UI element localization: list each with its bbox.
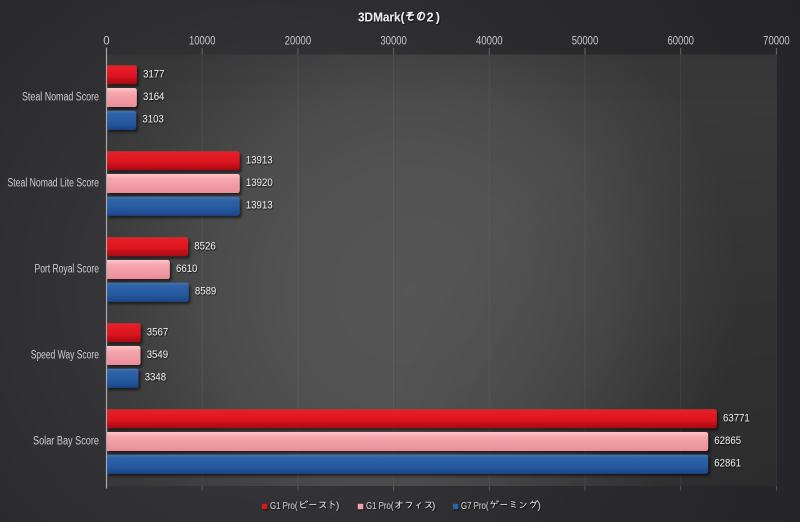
- svg-text:13920: 13920: [246, 177, 273, 189]
- svg-text:3177: 3177: [143, 68, 164, 80]
- svg-text:62861: 62861: [714, 458, 741, 470]
- svg-text:): ): [336, 501, 339, 512]
- svg-text:13913: 13913: [246, 154, 273, 166]
- svg-text:63771: 63771: [723, 412, 750, 424]
- svg-text:3348: 3348: [145, 372, 166, 384]
- svg-text:Steal Nomad Score: Steal Nomad Score: [22, 91, 99, 103]
- svg-text:10000: 10000: [189, 36, 216, 48]
- svg-text:Speed Way Score: Speed Way Score: [31, 349, 99, 361]
- svg-text:): ): [432, 501, 435, 512]
- svg-text:Solar Bay Score: Solar Bay Score: [33, 435, 99, 447]
- svg-text:70000: 70000: [763, 36, 790, 48]
- svg-text:3549: 3549: [147, 349, 168, 361]
- svg-text:): ): [436, 11, 440, 25]
- svg-text:8589: 8589: [195, 286, 216, 298]
- svg-text:20000: 20000: [285, 36, 312, 48]
- svg-text:3DMark(: 3DMark(: [358, 11, 405, 25]
- svg-text:50000: 50000: [572, 36, 599, 48]
- svg-text:60000: 60000: [667, 36, 694, 48]
- svg-text:Port Royal Score: Port Royal Score: [35, 263, 100, 275]
- svg-text:6610: 6610: [176, 263, 197, 275]
- svg-text:G7 Pro(: G7 Pro(: [461, 501, 489, 512]
- svg-text:3103: 3103: [142, 114, 163, 126]
- svg-text:30000: 30000: [380, 36, 407, 48]
- svg-text:2: 2: [427, 11, 434, 25]
- svg-text:3164: 3164: [143, 91, 164, 103]
- svg-text:13913: 13913: [246, 200, 273, 212]
- svg-text:62865: 62865: [714, 435, 741, 447]
- svg-text:8526: 8526: [194, 240, 215, 252]
- svg-text:Steal Nomad Lite Score: Steal Nomad Lite Score: [8, 177, 100, 189]
- svg-text:G1 Pro(: G1 Pro(: [270, 501, 298, 512]
- svg-text:): ): [538, 501, 541, 512]
- svg-text:3567: 3567: [147, 326, 168, 338]
- svg-text:G1 Pro(: G1 Pro(: [366, 501, 394, 512]
- svg-text:0: 0: [103, 36, 109, 48]
- svg-text:40000: 40000: [476, 36, 503, 48]
